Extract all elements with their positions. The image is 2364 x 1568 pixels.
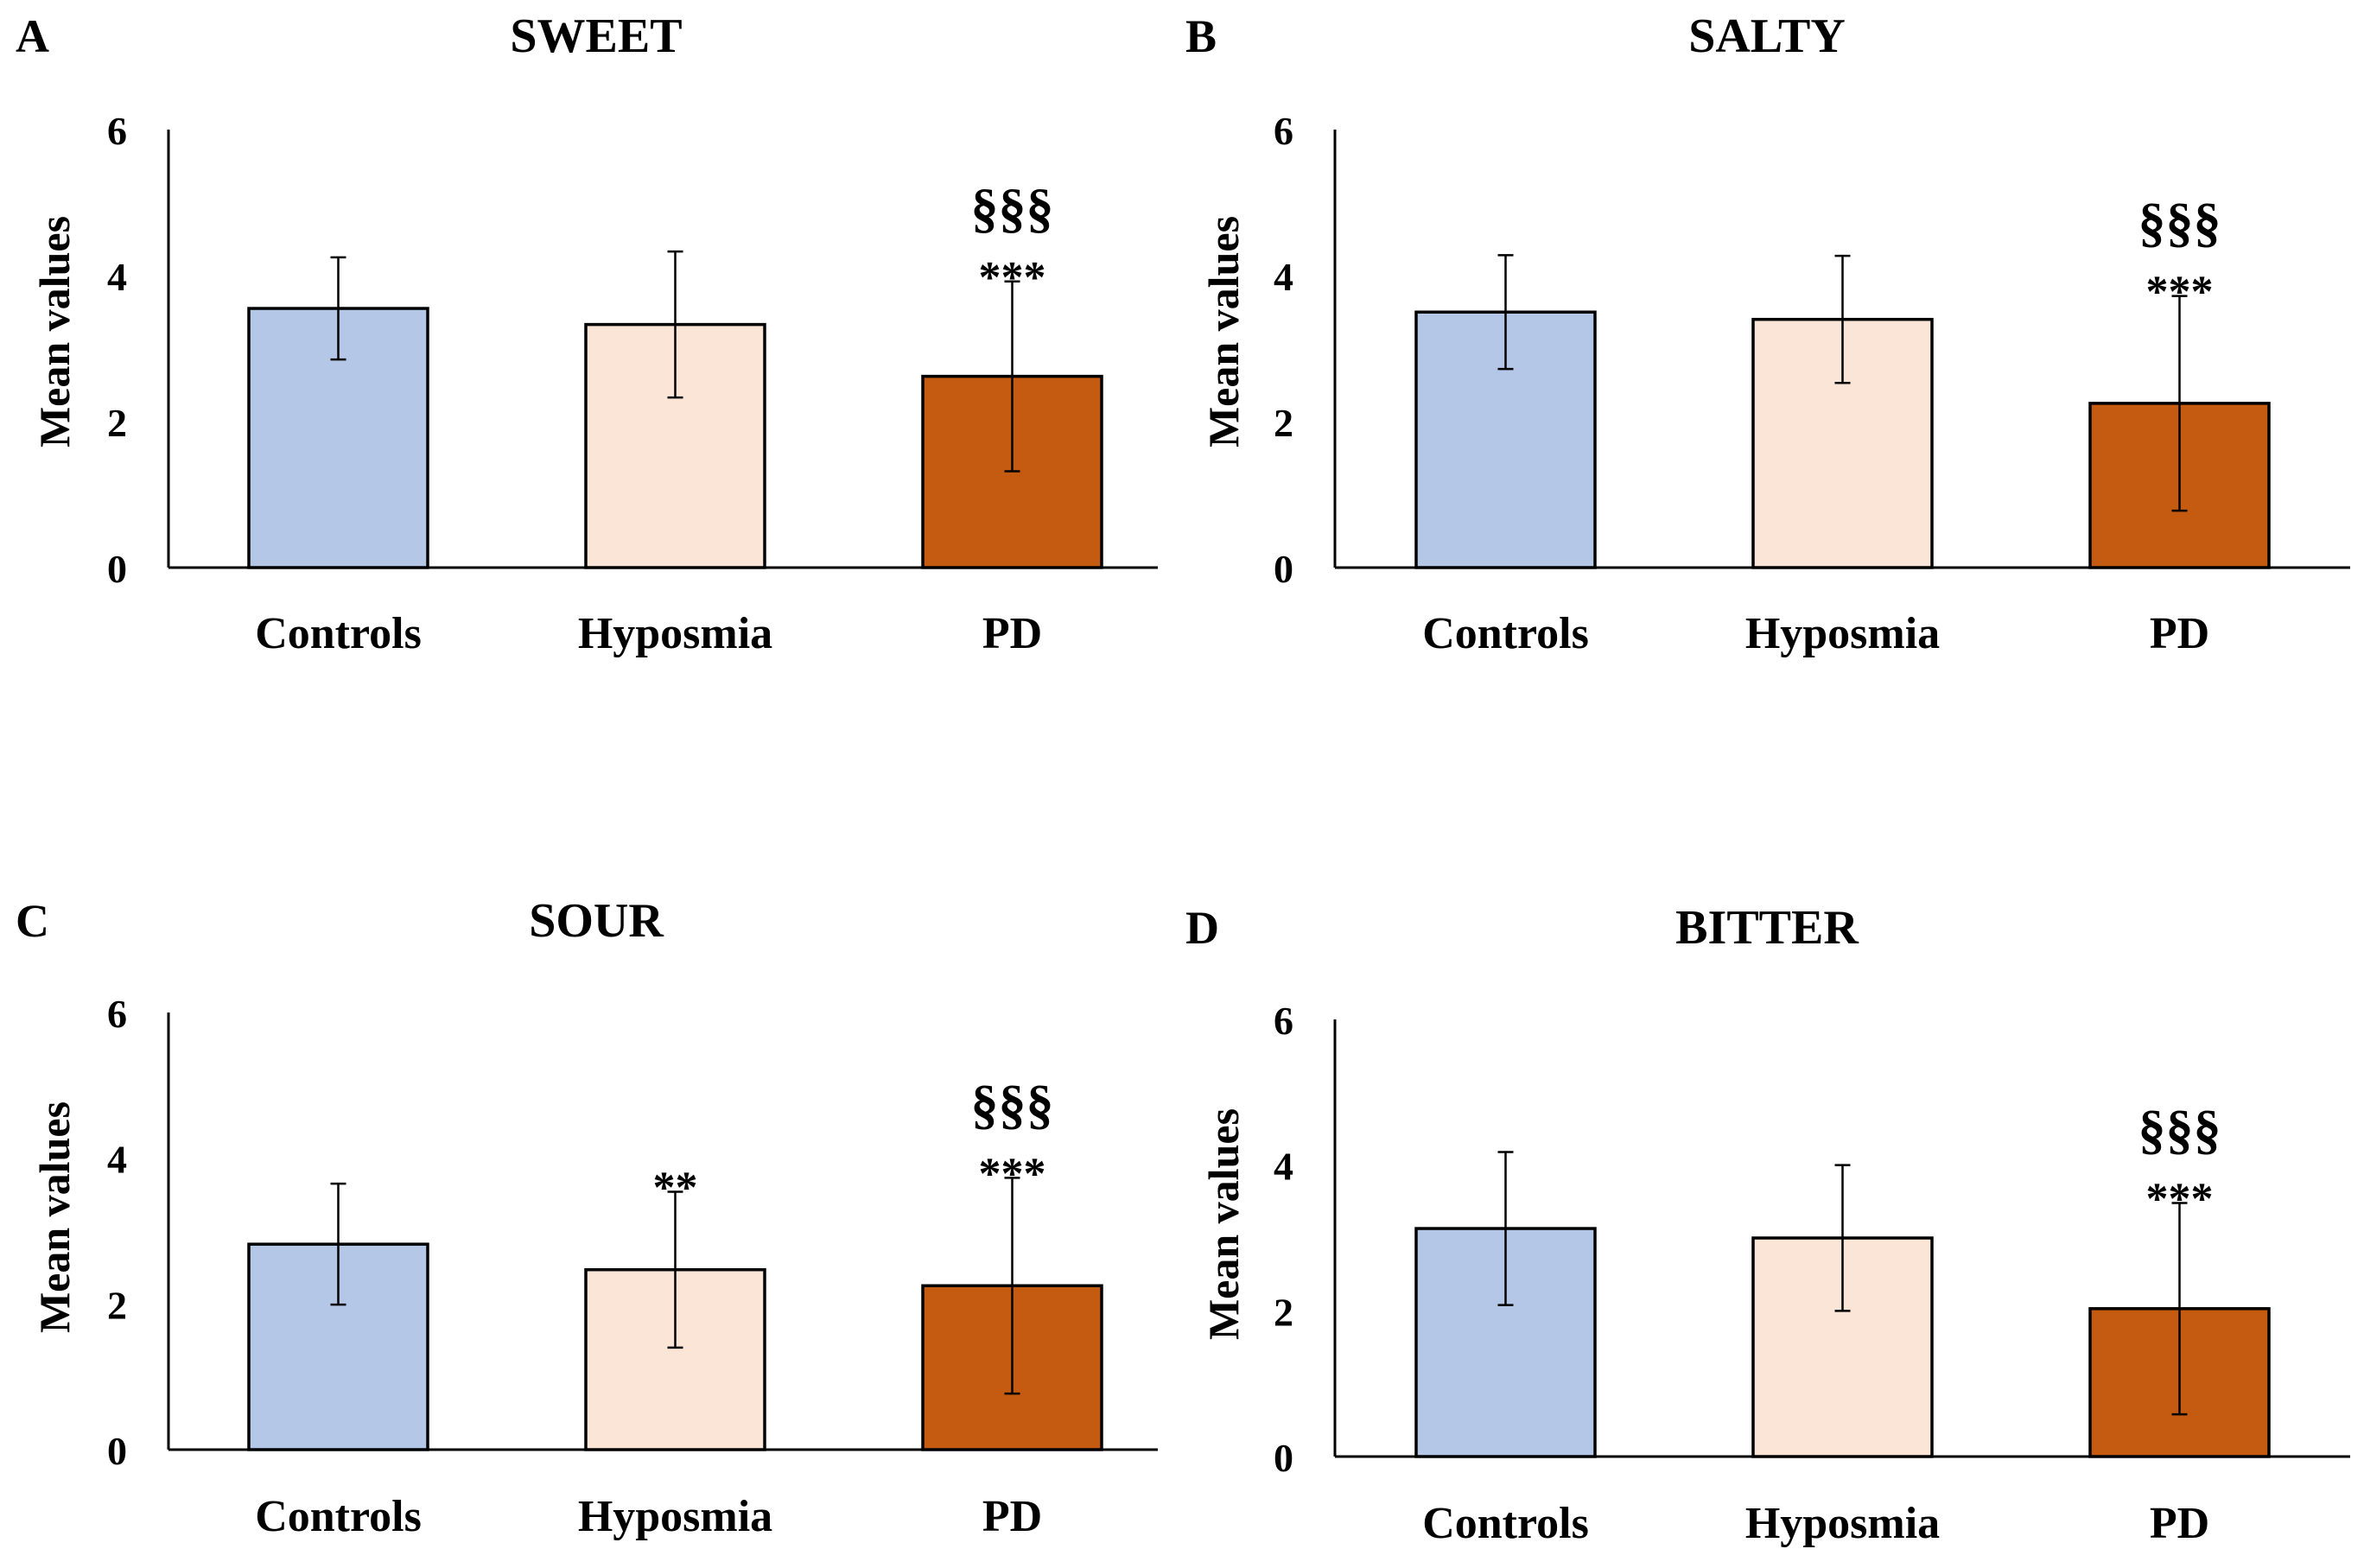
y-tick-label: 0 xyxy=(107,1429,127,1473)
y-tick-label: 4 xyxy=(107,1138,127,1182)
y-tick-label: 0 xyxy=(1274,547,1293,591)
y-tick-label: 0 xyxy=(1274,1436,1293,1480)
significance-stars: *** xyxy=(2146,1175,2214,1224)
y-axis-label: Mean values xyxy=(1199,1108,1248,1340)
chart-title: SOUR xyxy=(529,894,664,948)
x-tick-label: Hyposmia xyxy=(578,1492,772,1541)
panel-letter: A xyxy=(16,10,49,62)
x-tick-label: Hyposmia xyxy=(578,609,772,658)
chart-panel-c: C SOUR Mean values 0 2 4 6 Controls Hyposmia PD **… xyxy=(16,894,1158,1541)
chart-title: SWEET xyxy=(510,10,682,63)
panel-letter: D xyxy=(1185,902,1219,954)
y-tick-label: 4 xyxy=(1274,1145,1293,1189)
x-tick-label: PD xyxy=(982,609,1042,658)
chart-title: SALTY xyxy=(1688,10,1846,63)
x-tick-label: Hyposmia xyxy=(1745,609,1940,658)
y-tick-label: 4 xyxy=(107,255,127,299)
y-tick-label: 6 xyxy=(1274,109,1293,153)
y-axis-label: Mean values xyxy=(1199,216,1248,448)
x-tick-label: Controls xyxy=(255,609,422,658)
y-tick-label: 4 xyxy=(1274,255,1293,299)
y-tick-label: 6 xyxy=(107,992,127,1036)
x-tick-label: Controls xyxy=(1422,1499,1589,1548)
panel-letter: C xyxy=(16,895,49,947)
y-axis-label: Mean values xyxy=(30,1101,79,1333)
significance-sections: §§§ xyxy=(2138,192,2221,253)
x-tick-label: Hyposmia xyxy=(1745,1499,1940,1548)
x-tick-label: Controls xyxy=(255,1492,422,1541)
chart-panel-d: D BITTER Mean values 0 2 4 6 Controls Hyposmia PD… xyxy=(1185,901,2350,1548)
y-tick-label: 2 xyxy=(107,401,127,445)
x-tick-label: PD xyxy=(2150,609,2209,658)
significance-stars: *** xyxy=(979,253,1046,302)
x-tick-label: Controls xyxy=(1422,609,1589,658)
x-tick-label: PD xyxy=(2150,1499,2209,1548)
significance-sections: §§§ xyxy=(2138,1099,2221,1160)
y-tick-label: 2 xyxy=(1274,401,1293,445)
significance-stars: *** xyxy=(979,1149,1046,1198)
significance-stars: *** xyxy=(2146,268,2214,317)
bar-hyposmia xyxy=(584,322,766,569)
chart-title: BITTER xyxy=(1675,901,1859,955)
significance-stars: ** xyxy=(653,1163,698,1212)
y-tick-label: 2 xyxy=(1274,1290,1293,1334)
y-tick-label: 0 xyxy=(107,547,127,591)
y-tick-label: 2 xyxy=(107,1283,127,1327)
significance-sections: §§§ xyxy=(971,1073,1054,1134)
y-tick-label: 6 xyxy=(1274,999,1293,1043)
y-axis-label: Mean values xyxy=(30,216,79,448)
panel-letter: B xyxy=(1185,10,1217,62)
significance-sections: §§§ xyxy=(971,177,1054,238)
y-tick-label: 6 xyxy=(107,109,127,153)
chart-panel-b: B SALTY Mean values 0 2 4 6 Controls Hyposmia PD §… xyxy=(1185,10,2350,658)
x-tick-label: PD xyxy=(982,1492,1042,1541)
chart-panel-a: A SWEET Mean values 0 2 4 6 Controls Hyposmia PD §… xyxy=(16,10,1158,658)
